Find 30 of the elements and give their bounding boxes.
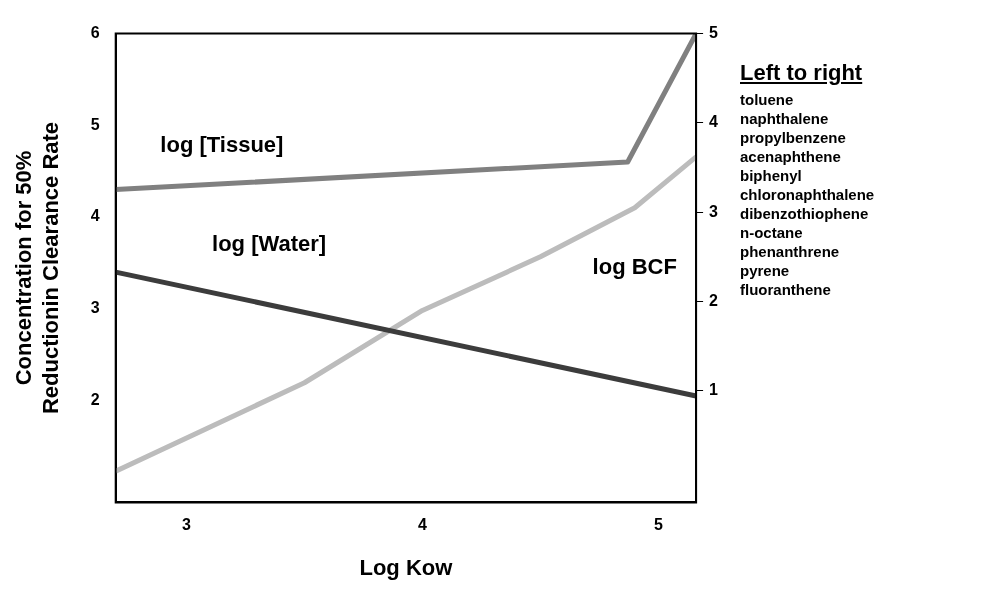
x-tick-label: 5 bbox=[653, 516, 663, 534]
text: Left to right bbox=[740, 60, 864, 86]
x-tick-label: 4 bbox=[417, 516, 427, 534]
series-label: log BCF bbox=[592, 253, 677, 279]
text: propylbenzene bbox=[740, 128, 847, 147]
y2-tick-label: 4 bbox=[709, 113, 719, 131]
y2-tick-label: 1 bbox=[709, 381, 719, 399]
text: pyrene bbox=[740, 261, 791, 280]
text: toluene bbox=[740, 90, 795, 109]
series-label: log [Tissue] bbox=[160, 131, 284, 157]
series-label: log [Water] bbox=[212, 230, 327, 256]
text: phenanthrene bbox=[740, 242, 841, 261]
y2-tick-label: 5 bbox=[709, 24, 719, 42]
text: chloronaphthalene bbox=[740, 185, 875, 204]
y-tick-label: 6 bbox=[90, 24, 100, 42]
text: biphenyl bbox=[740, 166, 803, 185]
text: acenaphthene bbox=[740, 147, 842, 166]
y-tick-label: 3 bbox=[90, 299, 100, 317]
y-axis-title: Concentration for 50% Reductionin Clearance Rate bbox=[11, 121, 63, 415]
y2-tick-label: 2 bbox=[709, 291, 719, 309]
y-tick-label: 5 bbox=[90, 115, 100, 133]
y-tick-label: 2 bbox=[90, 390, 100, 408]
y2-tick-label: 3 bbox=[709, 202, 719, 220]
x-axis-title: Log Kow bbox=[359, 554, 454, 580]
x-tick-label: 3 bbox=[182, 516, 192, 534]
text: dibenzothiophene bbox=[740, 204, 870, 223]
text: fluoranthene bbox=[740, 280, 832, 299]
y-tick-label: 4 bbox=[90, 207, 100, 225]
text: naphthalene bbox=[740, 109, 830, 128]
text: n-octane bbox=[740, 223, 804, 242]
